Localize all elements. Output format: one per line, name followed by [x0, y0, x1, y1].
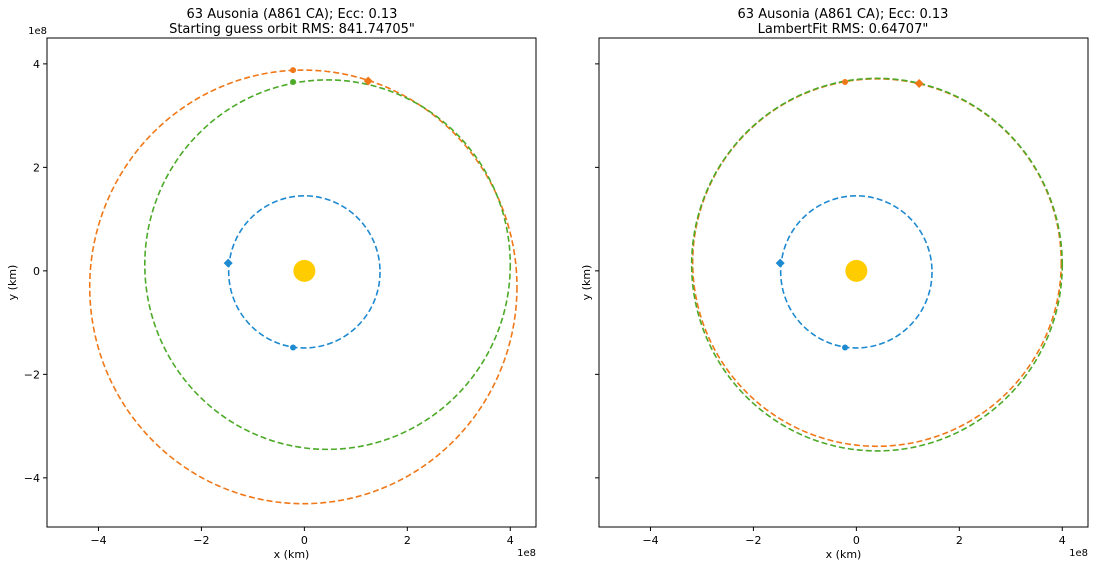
- left-asteroid-dot-marker: [290, 78, 297, 85]
- left-x-tick-label: 2: [404, 534, 411, 547]
- left-orbit-starting_guess: [88, 69, 518, 505]
- left-y-tick-label: 2: [33, 161, 40, 174]
- right-starting_guess-diamond-marker: [914, 79, 924, 89]
- right-plot-title-line1: 63 Ausonia (A861 CA); Ecc: 0.13: [738, 7, 949, 22]
- right-earth-diamond-marker: [775, 258, 785, 268]
- right-orbit-plot: −4 −2 0 2 4 x (km) y (km) 1e8: [580, 37, 1089, 561]
- right-x-tick-label: 4: [1059, 534, 1066, 547]
- left-orbit-earth: [227, 195, 381, 349]
- left-x-offset-label: 1e8: [517, 548, 536, 559]
- left-x-axis-label: x (km): [274, 548, 310, 561]
- left-orbit-plot: −4 −2 0 2 4 −4 −2 0 2 4 x (km) y (km) 1e8 1e8: [6, 26, 537, 561]
- left-y-tick-label: 4: [33, 58, 40, 71]
- left-y-tick-label: −4: [24, 472, 40, 485]
- left-starting_guess-diamond-marker: [363, 76, 373, 86]
- left-plot-subtitle: Starting guess orbit RMS: 841.74705": [169, 22, 415, 37]
- right-x-tick-label: 0: [853, 534, 860, 547]
- right-sun-marker: [845, 259, 868, 282]
- left-y-tick-label: −2: [24, 368, 40, 381]
- left-axes-frame: [46, 37, 537, 528]
- left-starting_guess-dot-marker: [290, 67, 297, 74]
- left-x-tick-label: −2: [193, 534, 209, 547]
- left-plot-area: [88, 67, 518, 505]
- right-plot-subtitle: LambertFit RMS: 0.64707": [758, 22, 929, 37]
- left-x-tick-label: −4: [90, 534, 106, 547]
- right-x-tick-label: 2: [956, 534, 963, 547]
- right-orbit-asteroid: [690, 77, 1064, 452]
- right-axes-frame: [598, 37, 1089, 528]
- left-plot-title: 63 Ausonia (A861 CA); Ecc: 0.13 Starting…: [169, 7, 415, 37]
- left-plot-title-line1: 63 Ausonia (A861 CA); Ecc: 0.13: [187, 7, 398, 22]
- right-earth-dot-marker: [842, 344, 849, 351]
- left-x-tick-label: 0: [301, 534, 308, 547]
- left-orbit-asteroid: [144, 79, 512, 451]
- left-earth-dot-marker: [290, 344, 297, 351]
- right-orbit-earth: [779, 195, 933, 349]
- left-sun-marker: [293, 259, 316, 282]
- left-earth-diamond-marker: [223, 258, 233, 268]
- right-plot-title: 63 Ausonia (A861 CA); Ecc: 0.13 LambertF…: [738, 7, 949, 37]
- right-starting_guess-dot-marker: [842, 78, 849, 85]
- left-y-axis-label: y (km): [6, 265, 19, 301]
- right-x-tick-label: −4: [642, 534, 658, 547]
- right-x-tick-label: −2: [745, 534, 761, 547]
- right-plot-area: [690, 77, 1064, 452]
- left-x-tick-label: 4: [507, 534, 514, 547]
- left-y-offset-label: 1e8: [28, 26, 47, 37]
- right-x-offset-label: 1e8: [1069, 548, 1088, 559]
- right-y-axis-label: y (km): [580, 265, 593, 301]
- right-x-axis-label: x (km): [826, 548, 862, 561]
- left-y-tick-label: 0: [33, 265, 40, 278]
